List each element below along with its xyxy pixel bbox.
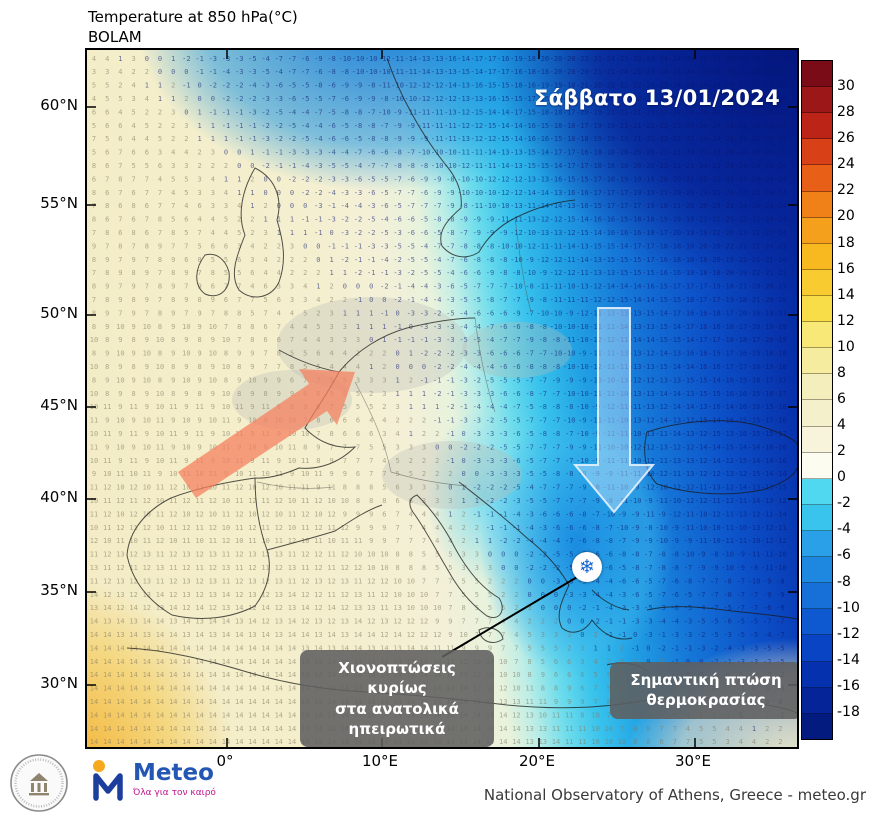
colorbar-tick-label: 24 (837, 156, 855, 173)
lon-tick-label: 0° (216, 752, 234, 770)
colorbar-cell (802, 348, 832, 375)
colorbar-tick-label: -6 (837, 547, 851, 564)
colorbar-cell (802, 504, 832, 531)
colorbar-cell (802, 139, 832, 166)
colorbar-cell (802, 478, 832, 505)
colorbar-tick-label: 14 (837, 286, 855, 303)
meteo-logo: Meteo Όλα για τον καιρό (92, 758, 216, 802)
colorbar-cell (802, 713, 832, 739)
annotation-pointer-line (441, 572, 585, 658)
page-title: Temperature at 850 hPa(°C) (88, 8, 298, 26)
seal-emblem (29, 773, 49, 796)
colorbar-cell (802, 87, 832, 114)
lat-tick-label: 50°N (40, 304, 78, 322)
annotation-temperature-drop: Σημαντική πτώση θερμοκρασίας (610, 662, 797, 719)
warm-advection-arrow (178, 369, 355, 498)
colorbar-tick-label: -18 (837, 703, 860, 720)
colorbar-cell (802, 269, 832, 296)
credit-text: National Observatory of Athens, Greece -… (483, 786, 866, 804)
colorbar-cell (802, 661, 832, 688)
lat-tick-label: 40°N (40, 488, 78, 506)
noa-seal (10, 754, 68, 812)
colorbar-tick-label: -16 (837, 677, 860, 694)
colorbar-cell (802, 400, 832, 427)
lon-tick-label: 10°E (361, 752, 399, 770)
colorbar-tick-label: 4 (837, 417, 846, 434)
map-overlay (87, 50, 797, 747)
colorbar-cell (802, 322, 832, 349)
colorbar-cell (802, 113, 832, 140)
colorbar-cell (802, 687, 832, 714)
colorbar-tick-label: 6 (837, 391, 846, 407)
colorbar-tick-label: -14 (837, 651, 860, 668)
colorbar-tick-label: 18 (837, 234, 855, 251)
colorbar-tick-label: 28 (837, 104, 855, 121)
colorbar-tick-label: 20 (837, 208, 855, 225)
colorbar-tick-label: 12 (837, 312, 855, 329)
colorbar-tick-label: -2 (837, 495, 851, 512)
colorbar-tick-label: 26 (837, 130, 855, 147)
annotation-snowfall: Χιονοπτώσεις κυρίως στα ανατολικά ηπειρω… (300, 650, 494, 747)
colorbar-cell (802, 557, 832, 584)
colorbar-tick-label: 10 (837, 338, 855, 355)
colorbar-tick-label: 30 (837, 78, 855, 95)
coastlines (126, 57, 797, 714)
lon-tick-label: 20°E (518, 752, 556, 770)
colorbar-cell (802, 609, 832, 636)
colorbar-cell (802, 165, 832, 192)
colorbar-cell (802, 635, 832, 662)
country-borders (256, 217, 532, 489)
colorbar-tick-label: 22 (837, 182, 855, 199)
colorbar-cell (802, 191, 832, 218)
temperature-grid (87, 50, 797, 747)
colorbar-cell (802, 583, 832, 610)
colorbar-tick-label: -8 (837, 573, 851, 590)
map-canvas: Σάββατο 13/01/2024 Χιονοπτώσεις κυρίως σ… (85, 48, 799, 749)
axis-ticks (87, 50, 797, 747)
meteo-m-mark (93, 760, 123, 801)
model-label: BOLAM (88, 28, 142, 46)
colorbar-cell (802, 295, 832, 323)
colorbar-tick-label: 16 (837, 260, 855, 277)
colorbar-tick-label: -12 (837, 625, 860, 642)
colorbar-cell (802, 243, 832, 270)
colorbar-cell (802, 61, 832, 88)
colorbar (801, 60, 833, 740)
meteo-logo-text: Meteo (133, 760, 214, 786)
colorbar-tick-label: 2 (837, 443, 846, 460)
lat-tick-label: 30°N (40, 674, 78, 692)
colorbar-cell (802, 426, 832, 453)
colorbar-cell (802, 530, 832, 558)
meteo-logo-tagline: Όλα για τον καιρό (133, 788, 216, 798)
colorbar-labels: 30 28 26 24 22 20 18 16 14 12 10 8 6 4 2 0 -2 -4 -6 -8 -10 -1… (837, 60, 877, 738)
date-label: Σάββατο 13/01/2024 (533, 86, 781, 110)
colorbar-cell (802, 217, 832, 244)
colorbar-tick-label: 8 (837, 364, 846, 381)
snowflake-icon: ❄ (572, 552, 602, 582)
colorbar-tick-label: 0 (837, 469, 846, 486)
cold-advection-arrow (572, 307, 656, 514)
colorbar-tick-label: -4 (837, 521, 851, 538)
lat-tick-label: 45°N (40, 396, 78, 414)
lat-tick-label: 55°N (40, 194, 78, 212)
colorbar-tick-label: -10 (837, 599, 860, 616)
lon-tick-label: 30°E (674, 752, 712, 770)
colorbar-cell (802, 374, 832, 401)
lat-tick-label: 60°N (40, 96, 78, 114)
colorbar-cell (802, 452, 832, 479)
lat-tick-label: 35°N (40, 581, 78, 599)
